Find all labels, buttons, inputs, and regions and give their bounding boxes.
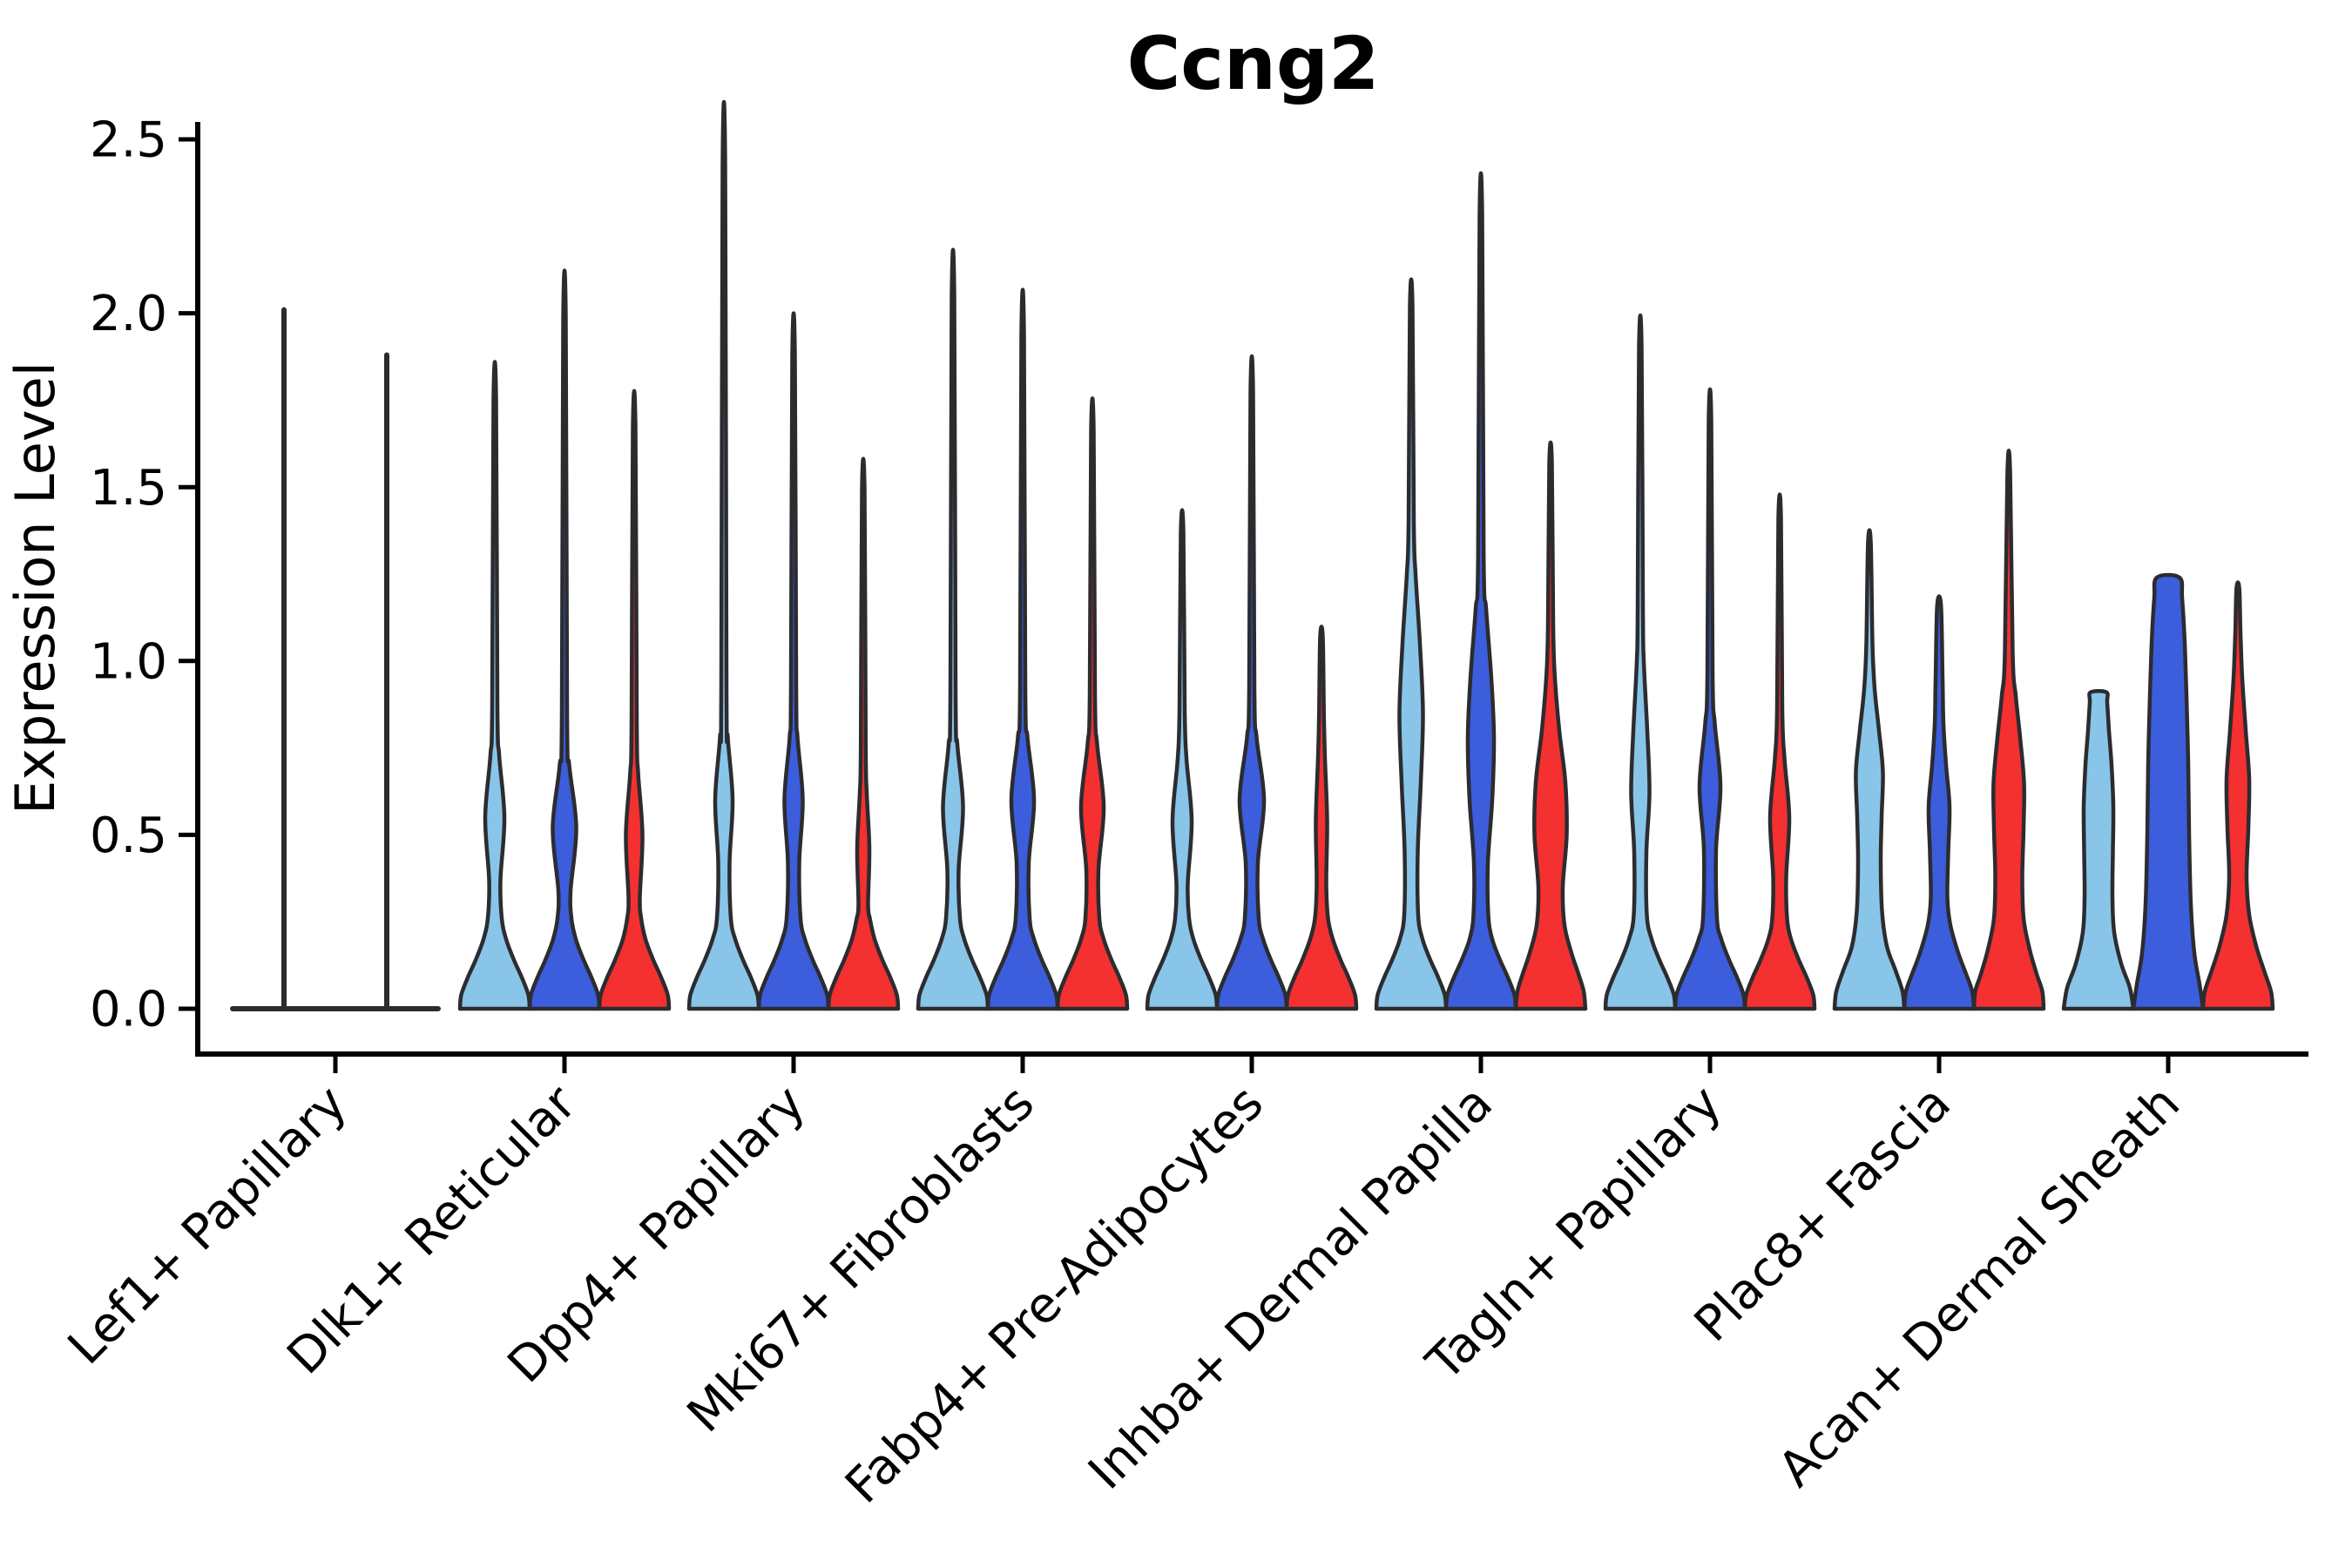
y-tick-label: 1.0 bbox=[90, 633, 167, 690]
violin-lightblue bbox=[686, 100, 761, 1011]
violin-red bbox=[1055, 396, 1130, 1011]
violin-collapsed-darkblue bbox=[333, 352, 441, 1011]
violin-red bbox=[1284, 625, 1359, 1011]
violin-red bbox=[826, 456, 901, 1011]
violin-lightblue bbox=[916, 247, 990, 1011]
violin-darkblue bbox=[1214, 355, 1289, 1011]
violin-lightblue bbox=[1374, 277, 1449, 1011]
violin-red bbox=[597, 389, 672, 1011]
x-tick-label: Fabp4+ Pre-Adipocytes bbox=[835, 1075, 1274, 1515]
violin-lightblue bbox=[2061, 688, 2136, 1011]
violin-red bbox=[1742, 492, 1817, 1011]
violin-lightblue bbox=[1832, 528, 1907, 1011]
x-tick-label: Acan+ Dermal Sheath bbox=[1767, 1075, 2191, 1498]
violin-red bbox=[1971, 449, 2046, 1011]
violin-lightblue bbox=[1145, 508, 1220, 1011]
x-tick-label: Inhba+ Dermal Papilla bbox=[1078, 1075, 1504, 1501]
violin-lightblue bbox=[1603, 314, 1678, 1011]
y-tick-label: 0.0 bbox=[90, 982, 167, 1038]
violin-darkblue bbox=[985, 287, 1060, 1011]
violin-darkblue bbox=[756, 311, 831, 1011]
y-tick-label: 2.0 bbox=[90, 286, 167, 342]
y-tick-label: 0.5 bbox=[90, 808, 167, 864]
violin-darkblue bbox=[527, 268, 602, 1011]
violin-red bbox=[2200, 580, 2275, 1011]
violin-darkblue bbox=[1902, 594, 1977, 1011]
y-tick-label: 2.5 bbox=[90, 112, 167, 169]
violin-red bbox=[1513, 440, 1588, 1011]
y-axis-label: Expression Level bbox=[3, 362, 67, 814]
violin-darkblue bbox=[1443, 171, 1518, 1011]
violin-darkblue bbox=[2131, 572, 2206, 1011]
violin-collapsed-lightblue bbox=[230, 307, 338, 1011]
y-tick-label: 1.5 bbox=[90, 460, 167, 517]
chart-title: Ccng2 bbox=[1127, 21, 1380, 106]
violin-darkblue bbox=[1673, 387, 1747, 1011]
violin-lightblue bbox=[457, 360, 532, 1011]
